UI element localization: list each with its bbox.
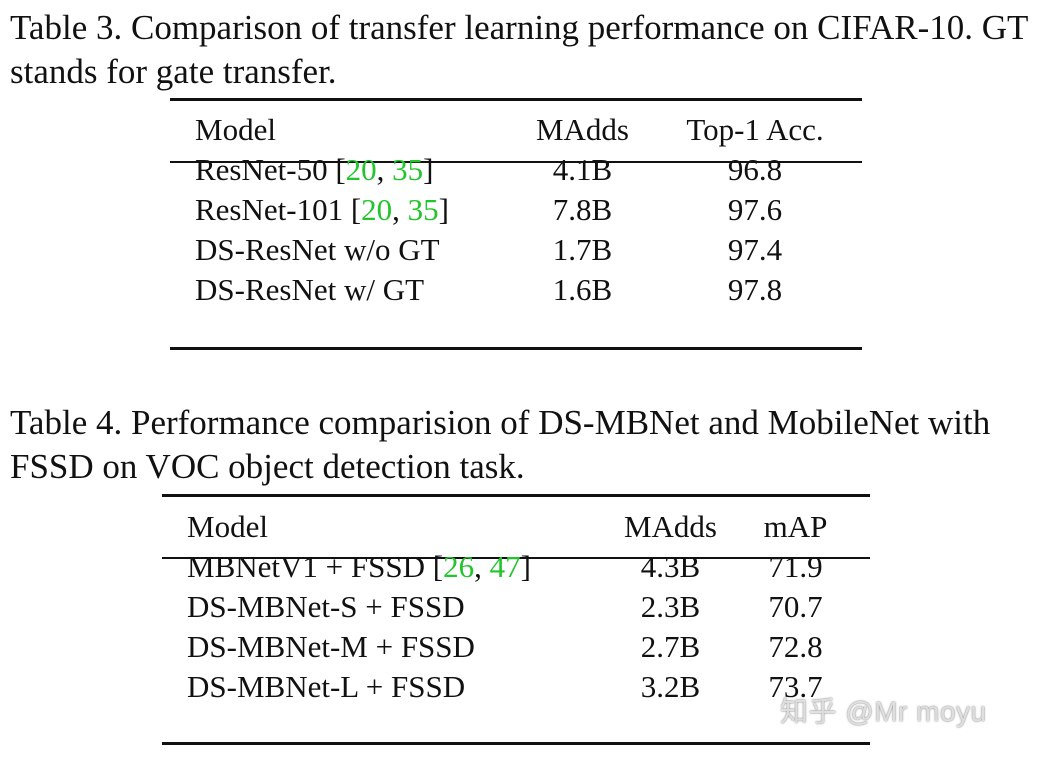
madds-cell: 2.3B	[640, 589, 701, 624]
model-name: DS-ResNet w/o GT	[195, 232, 440, 267]
metric-cell: 71.9	[768, 549, 823, 584]
table4: Model MAdds mAP MBNetV1 + FSSD [26, 47] 4…	[187, 507, 857, 707]
table-row: MBNetV1 + FSSD [26, 47] 4.3B 71.9	[187, 547, 857, 587]
madds-cell: 7.8B	[552, 192, 613, 227]
table3-top-rule	[170, 98, 862, 101]
table4-caption: Table 4. Performance comparision of DS-M…	[10, 403, 991, 486]
model-name: DS-ResNet w/ GT	[195, 272, 425, 307]
model-cell: DS-MBNet-L + FSSD	[187, 667, 607, 707]
metric-cell: 73.7	[768, 669, 823, 704]
model-name: DS-MBNet-S + FSSD	[187, 589, 465, 624]
citation-link[interactable]: 26	[443, 549, 475, 584]
table3-body: ResNet-50 [20, 35] 4.1B 96.8 ResNet-101 [20…	[195, 150, 845, 310]
table4-top-rule	[162, 494, 870, 497]
model-name: ResNet-50	[195, 152, 328, 187]
madds-cell: 4.3B	[640, 549, 701, 584]
madds-cell: 1.6B	[552, 272, 613, 307]
table-row: DS-MBNet-S + FSSD 2.3B 70.7	[187, 587, 857, 627]
citation-link[interactable]: 20	[361, 192, 393, 227]
table4-header-map: mAP	[763, 509, 828, 544]
table-row: DS-ResNet w/o GT 1.7B 97.4	[195, 230, 845, 270]
table4-header-row: Model MAdds mAP	[187, 507, 857, 547]
table3-header-rule	[170, 161, 862, 163]
table3: Model MAdds Top-1 Acc. ResNet-50 [20, 35…	[195, 110, 845, 310]
table3-header-row: Model MAdds Top-1 Acc.	[195, 110, 845, 150]
model-cell: DS-MBNet-M + FSSD	[187, 627, 607, 667]
madds-cell: 1.7B	[552, 232, 613, 267]
model-name: DS-MBNet-L + FSSD	[187, 669, 466, 704]
metric-cell: 70.7	[768, 589, 823, 624]
zhihu-watermark: 知乎 @Mr moyu	[780, 696, 987, 727]
metric-cell: 96.8	[727, 152, 783, 187]
model-cell: DS-ResNet w/ GT	[195, 270, 500, 310]
metric-cell: 97.6	[727, 192, 783, 227]
madds-cell: 3.2B	[640, 669, 701, 704]
model-name: ResNet-101	[195, 192, 344, 227]
model-cell: DS-ResNet w/o GT	[195, 230, 500, 270]
model-name: MBNetV1 + FSSD	[187, 549, 425, 584]
table4-header-model: Model	[187, 509, 268, 544]
table-row: DS-MBNet-M + FSSD 2.7B 72.8	[187, 627, 857, 667]
madds-cell: 2.7B	[640, 629, 701, 664]
table4-body: MBNetV1 + FSSD [26, 47] 4.3B 71.9 DS-MBNet-…	[187, 547, 857, 707]
table3-caption: Table 3. Comparison of transfer learning…	[10, 8, 1028, 91]
table-row: DS-MBNet-L + FSSD 3.2B 73.7	[187, 667, 857, 707]
table4-header-rule	[162, 557, 870, 559]
madds-cell: 4.1B	[552, 152, 613, 187]
metric-cell: 97.4	[727, 232, 783, 267]
citation-link[interactable]: 20	[345, 152, 377, 187]
table-row: DS-ResNet w/ GT 1.6B 97.8	[195, 270, 845, 310]
table3-header-madds: MAdds	[535, 112, 629, 147]
table4-bottom-rule	[162, 742, 870, 745]
table3-header-top1-acc: Top-1 Acc.	[686, 112, 824, 147]
metric-cell: 72.8	[768, 629, 823, 664]
citation-link[interactable]: 47	[489, 549, 521, 584]
citation-link[interactable]: 35	[407, 192, 439, 227]
table-row: ResNet-101 [20, 35] 7.8B 97.6	[195, 190, 845, 230]
model-cell: MBNetV1 + FSSD [26, 47]	[187, 549, 531, 584]
table3-header-model: Model	[195, 112, 276, 147]
table4-header-madds: MAdds	[623, 509, 717, 544]
model-cell: ResNet-101 [20, 35]	[195, 192, 449, 227]
model-name: DS-MBNet-M + FSSD	[187, 629, 475, 664]
table3-bottom-rule	[170, 347, 862, 350]
citation-link[interactable]: 35	[392, 152, 424, 187]
table-row: ResNet-50 [20, 35] 4.1B 96.8	[195, 150, 845, 190]
metric-cell: 97.8	[727, 272, 783, 307]
model-cell: DS-MBNet-S + FSSD	[187, 587, 607, 627]
model-cell: ResNet-50 [20, 35]	[195, 152, 434, 187]
